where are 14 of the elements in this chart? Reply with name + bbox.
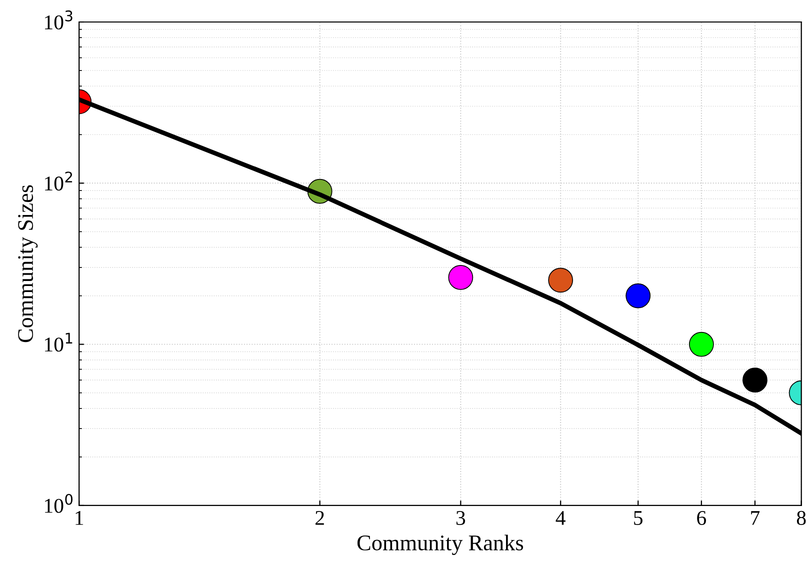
x-tick-label: 2 <box>316 510 324 525</box>
x-tick-label: 6 <box>697 510 706 525</box>
x-tick-label: 3 <box>456 510 466 525</box>
x-tick-label: 8 <box>796 510 806 525</box>
y-tick-label: 10$^{0}$ <box>45 494 73 513</box>
x-tick-label: 4 <box>556 511 566 525</box>
y-tick-label: 10$^{2}$ <box>45 172 72 191</box>
y-tick-label: 10$^{1}$ <box>45 332 72 352</box>
y-tick-label: 10$^{3}$ <box>45 10 72 30</box>
x-tick-label: 1 <box>76 511 84 525</box>
x-tick-label: 7 <box>751 511 760 525</box>
x-axis-title: Community Ranks <box>357 534 524 555</box>
y-axis-title: Community Sizes <box>18 185 38 342</box>
x-tick-label: 5 <box>634 511 642 525</box>
